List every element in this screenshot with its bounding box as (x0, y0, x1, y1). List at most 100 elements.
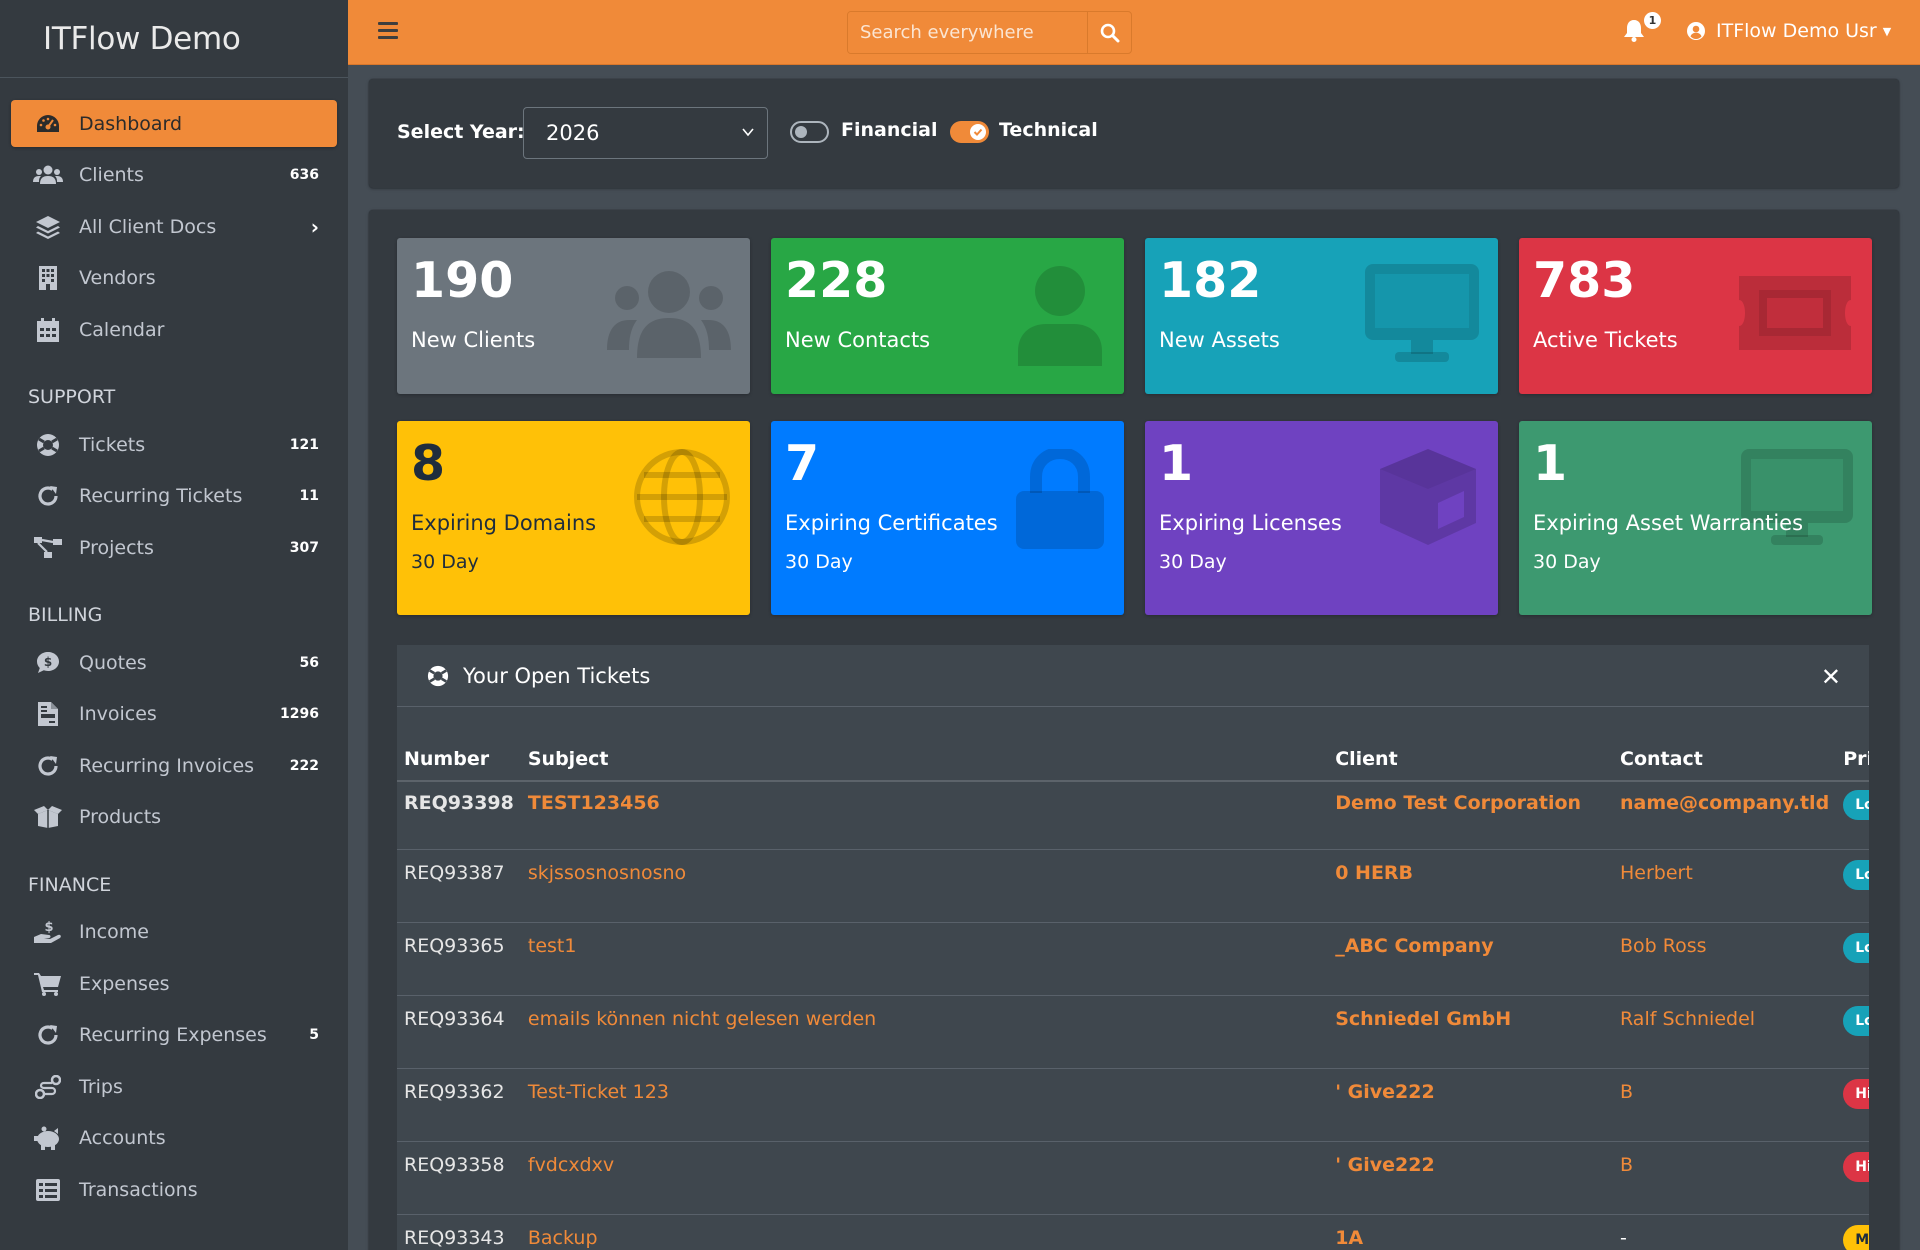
ticket-contact-link[interactable]: Herbert (1613, 849, 1837, 923)
table-row: REQ93365 test1 _ABC Company Bob Ross Low (397, 922, 1869, 996)
stat-label: Expiring Asset Warranties (1533, 511, 1804, 535)
ticket-number: REQ93365 (397, 922, 521, 996)
sidebar-item-calendar[interactable]: Calendar (11, 306, 337, 353)
ticket-subject-link[interactable]: test1 (520, 922, 1329, 996)
ticket-contact-link[interactable]: name@company.tld (1613, 781, 1837, 850)
stat-box-expiring-domains[interactable]: 8 Expiring Domains 30 Day (397, 421, 750, 615)
sidebar: ITFlow Demo Dashboard Clients 636 All Cl… (0, 0, 348, 1250)
stat-label: Active Tickets (1533, 328, 1678, 352)
stat-box-new-assets[interactable]: 182 New Assets (1145, 238, 1498, 394)
priority-badge: Low (1843, 859, 1869, 890)
close-icon[interactable]: ✕ (1820, 663, 1841, 691)
ticket-number: REQ93343 (397, 1214, 521, 1250)
stat-value: 1 (1159, 435, 1194, 492)
ticket-contact-link[interactable]: B (1613, 1141, 1837, 1215)
life-ring-icon (427, 665, 449, 686)
search-button[interactable] (1087, 12, 1131, 53)
sidebar-item-recurring-tickets[interactable]: Recurring Tickets 11 (11, 473, 337, 520)
ticket-subject-link[interactable]: TEST123456 (520, 781, 1329, 850)
ticket-subject-link[interactable]: Backup (520, 1214, 1329, 1250)
search-input[interactable] (848, 12, 1087, 53)
project-diagram-icon (33, 533, 63, 563)
sidebar-item-projects[interactable]: Projects 307 (11, 524, 337, 571)
ticket-subject-link[interactable]: Test-Ticket 123 (520, 1068, 1329, 1142)
ticket-client-link[interactable]: 0 HERB (1328, 849, 1614, 923)
column-header-subject[interactable]: Subject (520, 737, 1329, 782)
ticket-client-link[interactable]: ' Give222 (1328, 1141, 1614, 1215)
stat-box-new-contacts[interactable]: 228 New Contacts (771, 238, 1124, 394)
ticket-client-link[interactable]: Schniedel GmbH (1328, 995, 1614, 1069)
count-badge: 121 (289, 436, 319, 453)
ticket-contact-link[interactable]: Bob Ross (1613, 922, 1837, 996)
sidebar-item-trips[interactable]: Trips (11, 1063, 337, 1110)
ticket-subject-link[interactable]: skjssosnosnosno (520, 849, 1329, 923)
sidebar-item-label: Calendar (79, 318, 165, 341)
priority-cell: High (1836, 1141, 1869, 1215)
sidebar-item-products[interactable]: Products (11, 794, 337, 841)
user-icon (1018, 266, 1102, 366)
priority-badge: Low (1843, 790, 1869, 820)
sidebar-item-expenses[interactable]: Expenses (11, 960, 337, 1007)
sidebar-item-recurring-expenses[interactable]: Recurring Expenses 5 (11, 1012, 337, 1059)
ticket-contact-link[interactable]: Ralf Schniedel (1613, 995, 1837, 1069)
stat-label: Expiring Licenses (1159, 511, 1342, 535)
ticket-subject-link[interactable]: emails können nicht gelesen werden (520, 995, 1329, 1069)
global-search (847, 11, 1132, 54)
hamburger-menu-icon[interactable] (378, 22, 398, 40)
lock-icon (1016, 449, 1104, 549)
table-row: REQ93364 emails können nicht gelesen wer… (397, 995, 1869, 1069)
sidebar-item-vendors[interactable]: Vendors (11, 255, 337, 302)
technical-toggle[interactable] (950, 121, 989, 143)
priority-cell: Medium (1836, 1214, 1869, 1250)
sidebar-item-dashboard[interactable]: Dashboard (11, 100, 337, 147)
year-select[interactable]: 2026 (523, 107, 768, 159)
technical-toggle-label: Technical (999, 119, 1098, 141)
priority-cell: Low (1836, 995, 1869, 1069)
sidebar-nav: Dashboard Clients 636 All Client Docs › … (0, 78, 348, 1213)
notifications-bell[interactable] (1623, 18, 1653, 48)
financial-toggle[interactable] (790, 121, 829, 143)
sidebar-item-clients[interactable]: Clients 636 (11, 152, 337, 199)
sidebar-item-all-client-docs[interactable]: All Client Docs › (11, 203, 337, 250)
ticket-contact-link[interactable]: B (1613, 1068, 1837, 1142)
ticket-client-link[interactable]: ' Give222 (1328, 1068, 1614, 1142)
user-menu[interactable]: ITFlow Demo Usr ▼ (1686, 20, 1891, 42)
ticket-client-link[interactable]: _ABC Company (1328, 922, 1614, 996)
sidebar-item-income[interactable]: $ Income (11, 909, 337, 956)
stat-box-new-clients[interactable]: 190 New Clients (397, 238, 750, 394)
sidebar-item-label: Vendors (79, 267, 156, 289)
sidebar-item-label: Recurring Tickets (79, 485, 243, 507)
stat-box-expiring-certificates[interactable]: 7 Expiring Certificates 30 Day (771, 421, 1124, 615)
column-header-contact[interactable]: Contact (1613, 737, 1837, 782)
sidebar-item-quotes[interactable]: $ Quotes 56 (11, 639, 337, 686)
dashboard-filter-card: Select Year: 2026 Financial Technical (369, 79, 1899, 188)
stat-box-expiring-asset-warranties[interactable]: 1 Expiring Asset Warranties 30 Day (1519, 421, 1872, 615)
sidebar-item-recurring-invoices[interactable]: Recurring Invoices 222 (11, 742, 337, 789)
notification-count-badge: 1 (1644, 12, 1661, 29)
ticket-subject-link[interactable]: fvdcxdxv (520, 1141, 1329, 1215)
column-header-number[interactable]: Number (397, 737, 521, 782)
stat-box-expiring-licenses[interactable]: 1 Expiring Licenses 30 Day (1145, 421, 1498, 615)
column-header-client[interactable]: Client (1328, 737, 1614, 782)
count-badge: 56 (299, 654, 319, 671)
user-name: ITFlow Demo Usr (1716, 20, 1877, 42)
stat-box-active-tickets[interactable]: 783 Active Tickets (1519, 238, 1872, 394)
priority-cell: Low (1836, 849, 1869, 923)
sidebar-item-transactions[interactable]: Transactions (11, 1166, 337, 1213)
life-ring-icon (33, 430, 63, 460)
brand[interactable]: ITFlow Demo (0, 0, 348, 78)
ticket-client-link[interactable]: Demo Test Corporation (1328, 781, 1614, 850)
ticket-contact-link[interactable]: - (1613, 1214, 1837, 1250)
ticket-client-link[interactable]: 1A (1328, 1214, 1614, 1250)
ticket-icon (1739, 276, 1851, 350)
sidebar-item-label: Tickets (79, 433, 146, 456)
count-badge: 222 (289, 757, 319, 774)
table-row: REQ93387 skjssosnosnosno 0 HERB Herbert … (397, 849, 1869, 923)
sidebar-item-accounts[interactable]: Accounts (11, 1115, 337, 1162)
ticket-number: REQ93387 (397, 849, 521, 923)
sidebar-item-invoices[interactable]: Invoices 1296 (11, 691, 337, 738)
stat-label: New Contacts (785, 328, 931, 352)
count-badge: 5 (309, 1027, 319, 1043)
sidebar-item-tickets[interactable]: Tickets 121 (11, 421, 337, 468)
column-header-priority[interactable]: Priority (1836, 737, 1869, 782)
